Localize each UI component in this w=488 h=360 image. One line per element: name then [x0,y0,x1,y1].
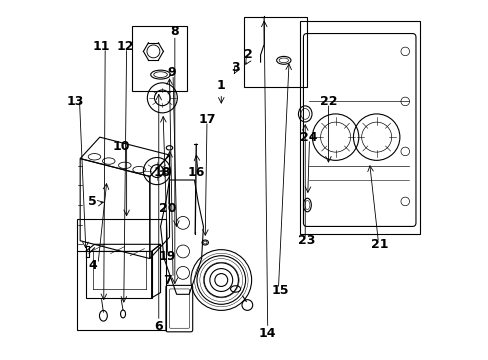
Text: 17: 17 [198,113,215,126]
Text: 10: 10 [112,140,130,153]
Text: 4: 4 [88,259,97,272]
Text: 2: 2 [243,49,252,62]
Bar [132,26,187,91]
Text: 8: 8 [170,25,179,38]
Bar [244,18,306,87]
Text: 15: 15 [271,284,288,297]
Text: 13: 13 [66,95,83,108]
Text: 18: 18 [153,166,171,179]
Text: 21: 21 [371,238,388,251]
Text: 7: 7 [163,274,172,287]
Bar [299,21,419,234]
Text: 16: 16 [187,166,204,179]
Text: 20: 20 [159,202,176,215]
Text: 6: 6 [154,320,163,333]
Text: 1: 1 [217,79,225,92]
Text: 24: 24 [300,131,317,144]
Text: 9: 9 [166,66,175,79]
Text: 11: 11 [93,40,110,53]
Text: 22: 22 [319,95,337,108]
Text: 3: 3 [231,61,240,74]
Bar [77,219,165,330]
Text: 12: 12 [116,40,133,53]
Text: 5: 5 [88,195,97,208]
Text: 14: 14 [259,327,276,340]
Text: 19: 19 [159,250,176,263]
Text: 23: 23 [298,234,315,247]
